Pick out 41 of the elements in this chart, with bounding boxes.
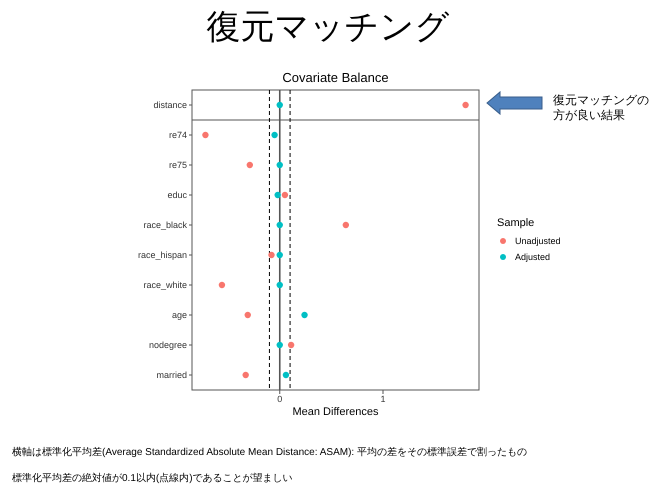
legend-label: Adjusted [515, 252, 550, 262]
point [276, 102, 283, 108]
point [276, 252, 283, 258]
y-tick-label: age [172, 310, 187, 320]
point [282, 372, 290, 378]
y-tick-label: race_white [143, 280, 187, 290]
legend-title: Sample [497, 217, 534, 229]
chart-title: 復元マッチング [206, 8, 450, 46]
point [288, 342, 294, 348]
point [242, 372, 249, 378]
point [246, 162, 254, 168]
text: 復元マッチングの方が良い結果 [553, 93, 649, 122]
point [276, 342, 283, 348]
y-tick-label: educ [167, 190, 188, 200]
y-tick-label: re75 [168, 160, 187, 170]
point [282, 192, 288, 198]
y-tick-label: race_hispan [138, 250, 187, 260]
point [244, 312, 251, 318]
point [274, 192, 281, 198]
point [268, 252, 275, 258]
x-tick-label: 1 [380, 394, 386, 404]
point [301, 312, 308, 318]
legend-label: Unadjusted [515, 236, 561, 246]
y-tick-label: distance [153, 100, 187, 110]
point [218, 282, 226, 288]
point [276, 162, 283, 168]
point [271, 132, 278, 138]
point [342, 222, 350, 228]
text: 横軸は標準化平均差(Average Standardized Absolute Mean Distance: ASAM): 平均の差をその標準誤差で割ったもの [12, 446, 527, 458]
point [276, 222, 283, 228]
text: 標準化平均差の絶対値が0.1以内(点線内)であることが望ましい [12, 472, 293, 484]
y-tick-label: married [156, 370, 187, 380]
y-tick-label: race_black [143, 220, 188, 230]
x-axis-title: Mean Differences [292, 406, 379, 418]
point [276, 282, 283, 288]
point [202, 132, 209, 138]
y-tick-label: nodegree [148, 340, 187, 350]
chart-subtitle: Covariate Balance [282, 70, 389, 85]
point [462, 102, 469, 108]
x-tick-label: 0 [277, 394, 282, 404]
y-tick-label: re74 [168, 130, 187, 140]
